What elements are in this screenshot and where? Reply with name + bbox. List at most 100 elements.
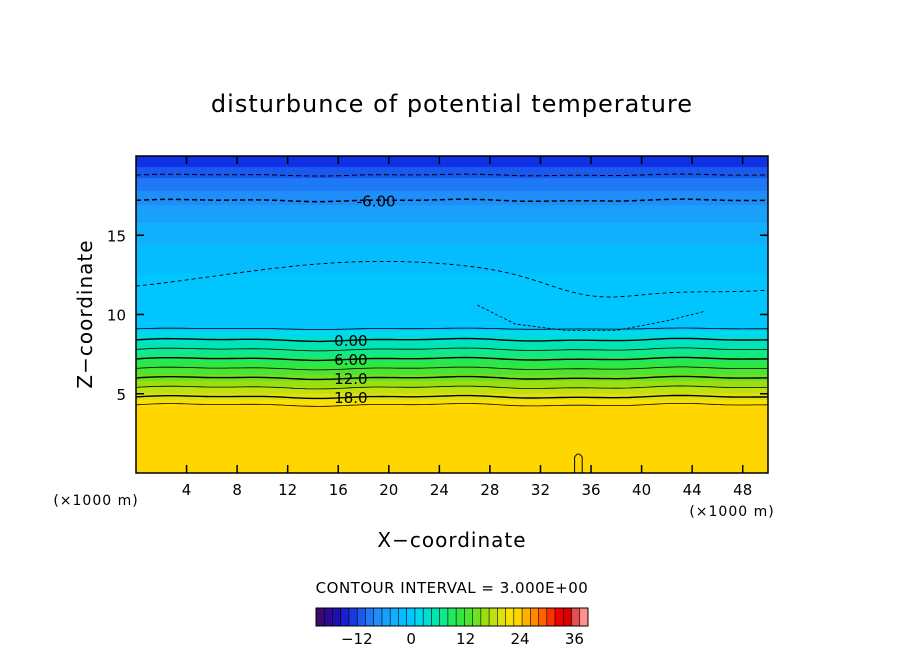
x-axis: 4 8 12 16 20 24 28 32 36 40 44 48 <box>182 156 752 499</box>
contour-line <box>574 453 583 473</box>
x-tick-label: 28 <box>480 481 499 499</box>
contour-line <box>136 337 768 343</box>
x-tick-label: 20 <box>379 481 398 499</box>
color-band <box>136 244 768 274</box>
colorbar-cell <box>546 608 556 626</box>
color-band <box>136 336 768 344</box>
colorbar-cell <box>571 608 581 626</box>
colorbar-cell <box>497 608 506 626</box>
color-band <box>136 167 768 179</box>
y-axis: 5 10 15 <box>107 227 768 404</box>
color-band <box>136 355 768 363</box>
x-unit-left: (×1000 m) <box>53 493 138 509</box>
colorbar-cell <box>316 608 325 626</box>
colorbar-tick-label: −12 <box>341 630 373 648</box>
colorbar-tick-label: 36 <box>565 630 584 648</box>
colorbar-frame <box>315 607 589 627</box>
color-band <box>136 190 768 206</box>
contour-label: 18.0 <box>334 389 367 407</box>
x-tick-label: 40 <box>632 481 651 499</box>
x-tick-label: 8 <box>232 481 242 499</box>
contour-line <box>136 173 768 177</box>
color-band <box>136 387 768 395</box>
x-tick-label: 36 <box>581 481 600 499</box>
color-band <box>136 330 768 338</box>
color-bands <box>136 156 768 473</box>
colorbar-cell <box>398 608 407 626</box>
color-band <box>136 393 768 401</box>
colorbar-ticks: −12 0 12 24 36 <box>341 630 584 648</box>
contour-line <box>136 327 768 330</box>
y-tick-label: 5 <box>116 386 126 404</box>
y-tick-label: 15 <box>107 227 126 245</box>
colorbar-cell <box>439 608 449 626</box>
contour-label: 6.00 <box>334 351 367 369</box>
x-unit-right: (×1000 m) <box>689 504 774 520</box>
colorbar-tick-label: 0 <box>406 630 416 648</box>
colorbar-cell <box>563 608 572 626</box>
colorbar-cell <box>406 608 416 626</box>
color-band <box>136 222 768 246</box>
x-tick-label: 24 <box>430 481 449 499</box>
color-band <box>136 273 768 331</box>
colorbar <box>315 607 589 627</box>
x-tick-label: 44 <box>683 481 702 499</box>
contour-lines <box>136 173 768 473</box>
colorbar-cell <box>414 608 424 626</box>
x-tick-label: 32 <box>531 481 550 499</box>
x-tick-label: 12 <box>278 481 297 499</box>
colorbar-cell <box>373 608 383 626</box>
colorbar-cell <box>381 608 391 626</box>
contour-interval-label: CONTOUR INTERVAL = 3.000E+00 <box>316 579 589 597</box>
colorbar-cell <box>489 608 498 626</box>
colorbar-cell <box>464 608 473 626</box>
colorbar-cell <box>332 608 342 626</box>
colorbar-cell <box>480 608 490 626</box>
color-band <box>136 205 768 224</box>
x-tick-label: 48 <box>733 481 752 499</box>
colorbar-cell <box>579 608 589 626</box>
colorbar-tick-label: 24 <box>510 630 529 648</box>
colorbar-cell <box>456 608 465 626</box>
contour-line <box>136 260 768 298</box>
colorbar-cell <box>324 608 333 626</box>
color-band <box>136 381 768 388</box>
color-band <box>136 343 768 350</box>
chart-title: disturbunce of potential temperature <box>211 90 693 118</box>
color-band <box>136 349 768 357</box>
colorbar-tick-label: 12 <box>456 630 475 648</box>
contour-label: 0.00 <box>334 332 367 350</box>
colorbar-cell <box>357 608 366 626</box>
y-axis-label: Z−coordinate <box>73 239 97 388</box>
colorbar-cell <box>530 608 539 626</box>
color-band <box>136 156 768 168</box>
colorbar-cell <box>505 608 515 626</box>
contour-line <box>136 198 768 203</box>
contour-line <box>136 347 768 352</box>
colorbar-cell <box>348 608 358 626</box>
colorbar-cell <box>431 608 440 626</box>
colorbar-cell <box>513 608 523 626</box>
colorbar-cell <box>555 608 564 626</box>
contour-line <box>477 304 705 331</box>
color-band <box>136 368 768 376</box>
contour-label: 12.0 <box>334 370 367 388</box>
colorbar-cell <box>538 608 548 626</box>
x-tick-label: 4 <box>182 481 192 499</box>
colorbar-cell <box>472 608 482 626</box>
contour-line <box>136 394 768 400</box>
colorbar-cell <box>340 608 350 626</box>
x-tick-label: 16 <box>329 481 348 499</box>
x-axis-label: X−coordinate <box>377 528 526 552</box>
contour-line <box>136 385 768 390</box>
contour-label: -6.00 <box>357 192 396 210</box>
contour-line <box>136 356 768 362</box>
contour-line <box>136 375 768 381</box>
color-band <box>136 374 768 382</box>
contour-line <box>136 366 768 371</box>
colorbar-cell <box>423 608 432 626</box>
colorbar-cell <box>390 608 399 626</box>
y-tick-label: 10 <box>107 307 126 325</box>
